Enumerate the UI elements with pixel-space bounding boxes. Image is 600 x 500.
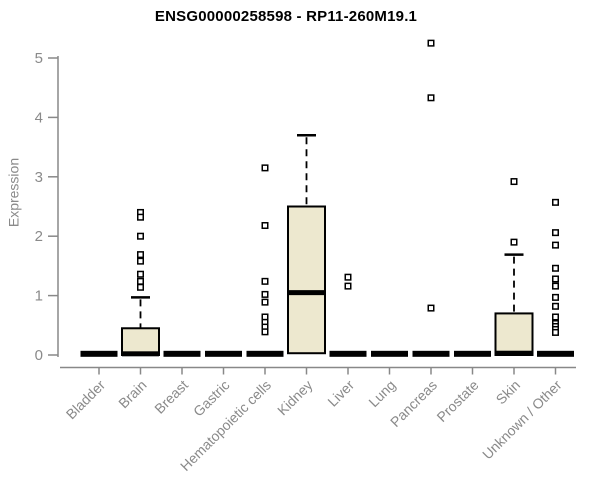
boxplot-hematopoietic-cells (246, 164, 284, 357)
median-line (246, 350, 284, 357)
median-line (329, 350, 367, 357)
outlier-point (137, 270, 144, 278)
x-tick-label-brain: Brain (115, 377, 149, 411)
outlier-point (552, 229, 559, 237)
y-tick-label: 4 (35, 109, 43, 126)
x-tick-label-kidney: Kidney (274, 377, 316, 419)
outlier-point (552, 328, 559, 336)
boxplot-skin (494, 178, 534, 357)
y-tick-label: 3 (35, 169, 43, 186)
y-tick-label: 5 (35, 50, 43, 67)
outlier-point (344, 273, 352, 281)
boxplot-bladder (80, 350, 118, 357)
outlier-point (552, 302, 559, 310)
x-tick-label-lung: Lung (365, 377, 398, 410)
iqr-box (494, 312, 534, 357)
outlier-point (552, 198, 559, 206)
outlier-point (137, 277, 144, 285)
outlier-point (510, 178, 518, 186)
median-line (454, 350, 491, 357)
iqr-box (287, 205, 326, 355)
outlier-point (552, 241, 559, 249)
median-line (288, 290, 325, 296)
outlier-point (261, 290, 269, 298)
outlier-point (137, 232, 144, 240)
y-tick-label: 2 (35, 228, 43, 245)
median-line (80, 350, 118, 357)
x-tick-label-unknown-other: Unknown / Other (479, 377, 565, 463)
median-line (412, 350, 450, 357)
median-line (163, 350, 201, 357)
outlier-point (137, 251, 144, 259)
outlier-point (261, 164, 269, 172)
boxplot-liver (329, 273, 367, 357)
outlier-point (510, 238, 518, 246)
x-tick-label-prostate: Prostate (433, 377, 481, 425)
outlier-point (552, 264, 559, 272)
boxplot-lung (371, 350, 408, 357)
median-line (371, 350, 408, 357)
outlier-point (261, 277, 269, 285)
y-tick-label: 0 (35, 347, 43, 364)
outlier-point (427, 304, 435, 312)
boxplot-breast (163, 350, 201, 357)
x-tick-label-bladder: Bladder (63, 377, 109, 423)
boxplot-gastric (205, 350, 242, 357)
outlier-point (552, 293, 559, 301)
median-line (205, 350, 242, 357)
x-tick-label-liver: Liver (324, 377, 357, 410)
outlier-point (137, 257, 144, 265)
iqr-box (121, 327, 160, 356)
outlier-point (261, 222, 269, 230)
outlier-point (552, 313, 559, 321)
x-tick-label-breast: Breast (151, 377, 191, 417)
x-tick-label-skin: Skin (493, 377, 524, 408)
boxplot-pancreas (412, 39, 450, 357)
outlier-point (137, 213, 144, 221)
median-line (495, 350, 533, 356)
boxplot-prostate (454, 350, 491, 357)
outlier-point (261, 328, 269, 336)
outlier-point (427, 39, 435, 47)
boxplot-unknown-other (537, 198, 574, 357)
y-axis: 0 1 2 3 4 5 (35, 50, 59, 364)
outlier-point (344, 282, 352, 290)
boxplot-kidney (287, 133, 326, 355)
median-line (122, 351, 159, 357)
outlier-point (137, 283, 144, 291)
boxplot-brain (121, 208, 160, 357)
outlier-point (552, 275, 559, 283)
outlier-point (427, 94, 435, 102)
median-line (537, 350, 574, 357)
outlier-point (261, 298, 269, 306)
y-tick-label: 1 (35, 288, 43, 305)
chart-title: ENSG00000258598 - RP11-260M19.1 (154, 8, 418, 25)
outlier-point (552, 282, 559, 290)
